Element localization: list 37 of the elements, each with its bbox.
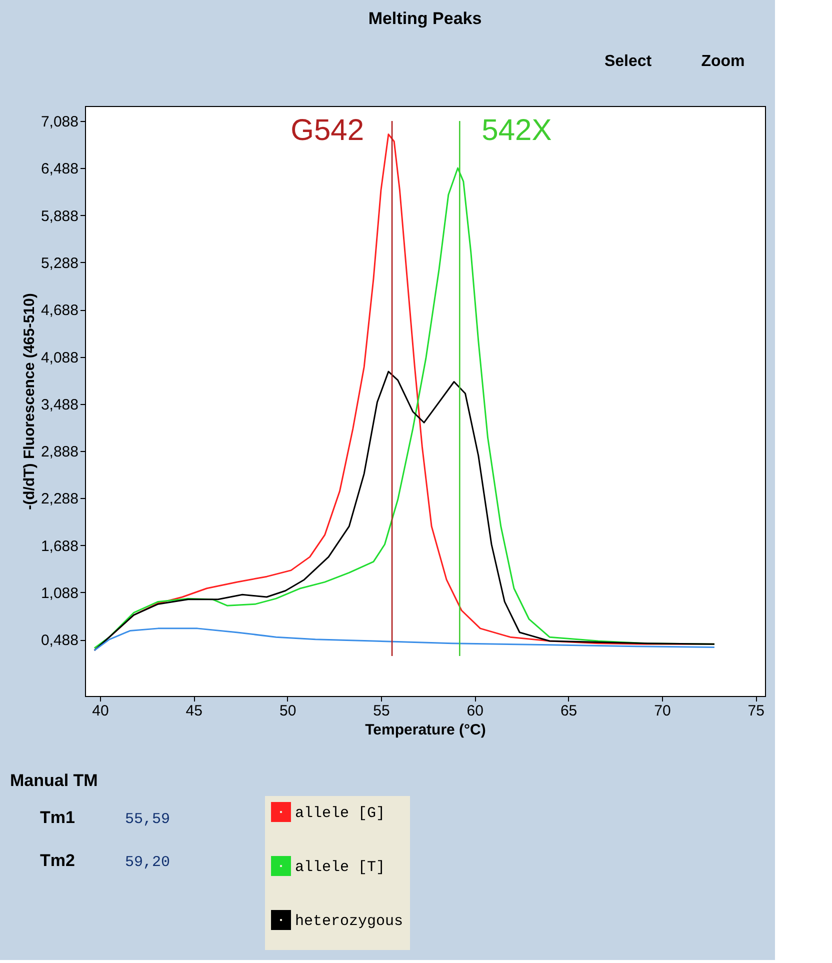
y-tick-label: 1,088 — [40, 584, 78, 602]
x-tick-label: 45 — [186, 702, 202, 720]
text: Tm1 — [40, 808, 75, 827]
x-tick-label: 65 — [560, 702, 578, 720]
y-tick-label: 0,488 — [40, 632, 78, 650]
line-series — [94, 370, 716, 652]
text: Select — [604, 53, 652, 70]
y-tick-label: 5,288 — [40, 254, 78, 272]
legend-label: allele [G] — [295, 805, 386, 822]
x-tick-label: 55 — [373, 702, 390, 720]
text: Manual TM — [10, 771, 98, 790]
y-tick-label: 2,288 — [40, 490, 78, 508]
text: 59,20 — [125, 854, 170, 871]
legend-label: allele [T] — [295, 859, 386, 876]
text: Zoom — [701, 53, 745, 70]
ref-line-label: G542 — [290, 114, 364, 147]
y-tick-label: 5,888 — [40, 208, 78, 225]
y-tick-label: 6,488 — [40, 160, 78, 178]
y-tick-label: 7,088 — [40, 114, 78, 131]
text: 55,59 — [125, 811, 170, 828]
y-tick-label: 2,888 — [40, 444, 78, 461]
legend-label: heterozygous — [295, 913, 404, 930]
chart-title: Melting Peaks — [368, 9, 482, 28]
line-series — [94, 628, 716, 652]
text: Tm2 — [40, 851, 75, 870]
y-axis-title: -(d/dT) Fluorescence (465-510) — [20, 293, 38, 510]
x-tick-label: 70 — [654, 702, 671, 720]
x-tick-label: 40 — [92, 702, 109, 720]
x-tick-label: 60 — [466, 702, 484, 720]
x-tick-label: 75 — [748, 702, 764, 720]
ref-line-label: 542X — [482, 114, 552, 147]
x-tick-label: 50 — [279, 702, 296, 720]
y-tick-label: 4,088 — [40, 349, 78, 366]
y-tick-label: 3,488 — [40, 396, 78, 414]
y-tick-label: 4,688 — [40, 302, 78, 320]
y-tick-label: 1,688 — [40, 538, 78, 555]
x-axis-title: Temperature (°C) — [365, 722, 486, 738]
